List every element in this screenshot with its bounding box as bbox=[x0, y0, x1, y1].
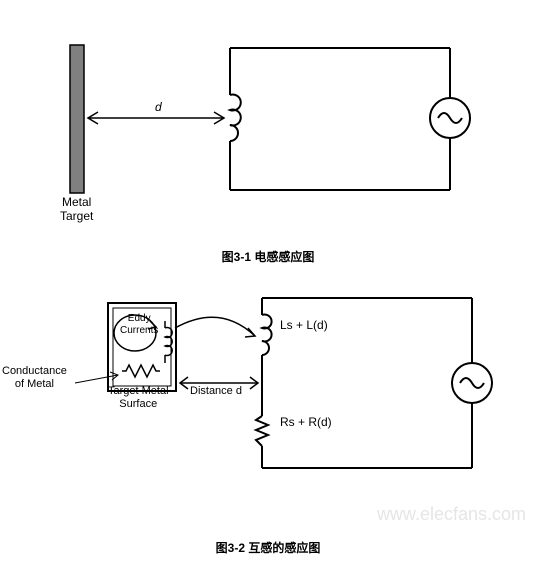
figure-2-container: Eddy Currents Conductance of Metal Targe… bbox=[0, 273, 536, 513]
main-inductor bbox=[262, 315, 272, 356]
figure-1-container: d Metal Target bbox=[0, 0, 536, 240]
figure-1-caption: 图3-1 电感感应图 bbox=[0, 240, 536, 273]
inductor-label: Ls + L(d) bbox=[280, 318, 328, 332]
figure-2-caption: 图3-2 互感的感应图 bbox=[0, 531, 536, 564]
target-surface-label: Target Metal Surface bbox=[108, 385, 169, 411]
metal-target-label: Metal Target bbox=[60, 195, 93, 224]
resistor-label: Rs + R(d) bbox=[280, 415, 332, 429]
distance-label-2: Distance d bbox=[190, 385, 242, 398]
watermark-text: www.elecfans.com bbox=[377, 504, 526, 525]
conductance-label: Conductance of Metal bbox=[2, 365, 67, 391]
inductor-coil bbox=[230, 95, 241, 142]
distance-label-1: d bbox=[155, 100, 162, 114]
eddy-label: Eddy Currents bbox=[120, 313, 158, 337]
figure-2-svg bbox=[0, 283, 536, 483]
main-resistor bbox=[256, 416, 268, 446]
metal-target-rect bbox=[70, 45, 84, 193]
coupling-arrow bbox=[175, 317, 255, 336]
